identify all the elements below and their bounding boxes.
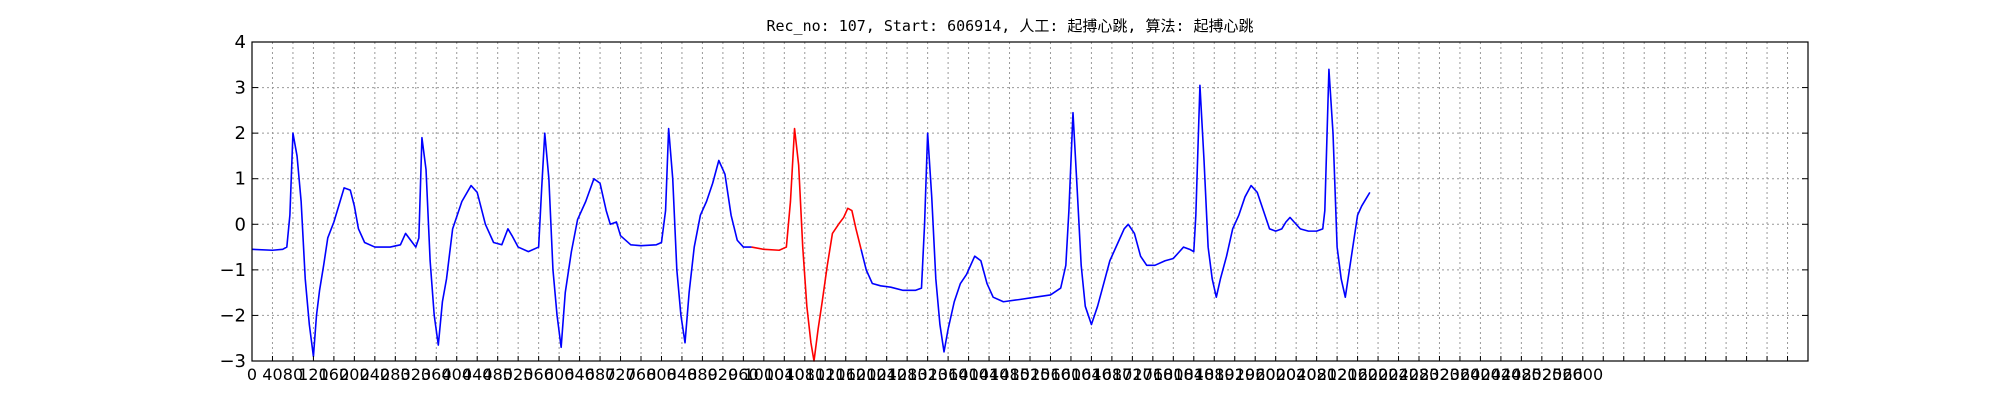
x-tick-label: 1880 (1194, 365, 1235, 384)
x-tick-label: 840 (667, 365, 698, 384)
x-tick-label: 440 (462, 365, 493, 384)
x-tick-label: 1040 (764, 365, 805, 384)
x-tick-label: 40 (262, 365, 282, 384)
x-tick-label: 800 (646, 365, 677, 384)
y-tick-label: 1 (235, 169, 246, 190)
x-tick-label: 1240 (866, 365, 907, 384)
x-tick-label: 320 (401, 365, 432, 384)
x-tick-label: 280 (380, 365, 411, 384)
x-tick-label: 1360 (928, 365, 969, 384)
chart-title: Rec_no: 107, Start: 606914, 人工: 起搏心跳, 算法… (766, 17, 1253, 35)
series-lines (251, 68, 1371, 362)
x-tick-label: 2560 (1542, 365, 1583, 384)
x-tick-label: 1600 (1051, 365, 1092, 384)
x-tick-label: 1400 (948, 365, 989, 384)
x-tick-label: 80 (283, 365, 303, 384)
x-tick-label: 400 (441, 365, 472, 384)
x-tick-label: 1920 (1214, 365, 1255, 384)
y-tick-label: 0 (235, 214, 246, 235)
x-tick-label: 1440 (969, 365, 1010, 384)
x-tick-label: 2320 (1419, 365, 1460, 384)
x-tick-label: 2080 (1296, 365, 1337, 384)
x-tick-label: 920 (708, 365, 739, 384)
x-tick-label: 1520 (1010, 365, 1051, 384)
x-tick-label: 200 (339, 365, 370, 384)
x-tick-label: 1960 (1235, 365, 1276, 384)
x-tick-label: 2040 (1276, 365, 1317, 384)
x-tick-label: 0 (247, 365, 257, 384)
x-tick-label: 2120 (1317, 365, 1358, 384)
x-tick-label: 1160 (825, 365, 866, 384)
x-tick-label: 960 (728, 365, 759, 384)
x-tick-label: 160 (319, 365, 350, 384)
y-tick-label: 4 (235, 32, 246, 53)
x-tick-label: 1800 (1153, 365, 1194, 384)
x-tick-label: 1680 (1092, 365, 1133, 384)
x-tick-label: 120 (298, 365, 329, 384)
x-tick-label: 640 (564, 365, 595, 384)
x-tick-label: 600 (544, 365, 575, 384)
x-tick-label: 2160 (1337, 365, 1378, 384)
ecg-signal-line (860, 68, 1371, 353)
x-tick-label: 2200 (1358, 365, 1399, 384)
x-tick-label: 1560 (1030, 365, 1071, 384)
x-tick-label: 2000 (1255, 365, 1296, 384)
x-axis-ticks: 0 40 8012016020024028032036040044048052056… (247, 356, 1809, 384)
x-tick-label: 2360 (1440, 365, 1481, 384)
x-tick-label: 720 (605, 365, 636, 384)
x-tick-label: 2240 (1378, 365, 1419, 384)
x-tick-label: 680 (585, 365, 616, 384)
x-tick-label: 1200 (846, 365, 887, 384)
x-tick-label: 2400 (1460, 365, 1501, 384)
y-tick-label: −3 (219, 351, 246, 372)
y-axis-ticks: −3 −2 −1 0 1 2 3 4 (219, 32, 1808, 372)
x-tick-label: 560 (523, 365, 554, 384)
x-tick-label: 1320 (907, 365, 948, 384)
ecg-signal-line (251, 127, 752, 358)
x-tick-label: 2600 (1562, 365, 1603, 384)
highlighted-beat-line (751, 127, 862, 362)
x-tick-label: 1000 (743, 365, 784, 384)
x-tick-label: 1720 (1112, 365, 1153, 384)
x-tick-label: 880 (687, 365, 718, 384)
grid-lines (252, 42, 1808, 361)
y-tick-label: −2 (219, 305, 246, 326)
x-tick-label: 360 (421, 365, 452, 384)
x-tick-label: 240 (360, 365, 391, 384)
x-tick-label: 2440 (1481, 365, 1522, 384)
y-tick-label: 2 (235, 123, 246, 144)
x-tick-label: 1480 (989, 365, 1030, 384)
x-tick-label: 1840 (1173, 365, 1214, 384)
x-tick-label: 480 (482, 365, 513, 384)
y-tick-label: 3 (235, 78, 246, 99)
x-tick-label: 1080 (784, 365, 825, 384)
x-tick-label: 2480 (1501, 365, 1542, 384)
x-tick-label: 1760 (1132, 365, 1173, 384)
x-tick-label: 760 (626, 365, 657, 384)
x-tick-label: 1280 (887, 365, 928, 384)
x-tick-label: 2280 (1399, 365, 1440, 384)
y-tick-label: −1 (219, 260, 246, 281)
x-tick-label: 2520 (1521, 365, 1562, 384)
x-tick-label: 520 (503, 365, 534, 384)
x-tick-label: 1120 (805, 365, 846, 384)
x-tick-label: 1640 (1071, 365, 1112, 384)
